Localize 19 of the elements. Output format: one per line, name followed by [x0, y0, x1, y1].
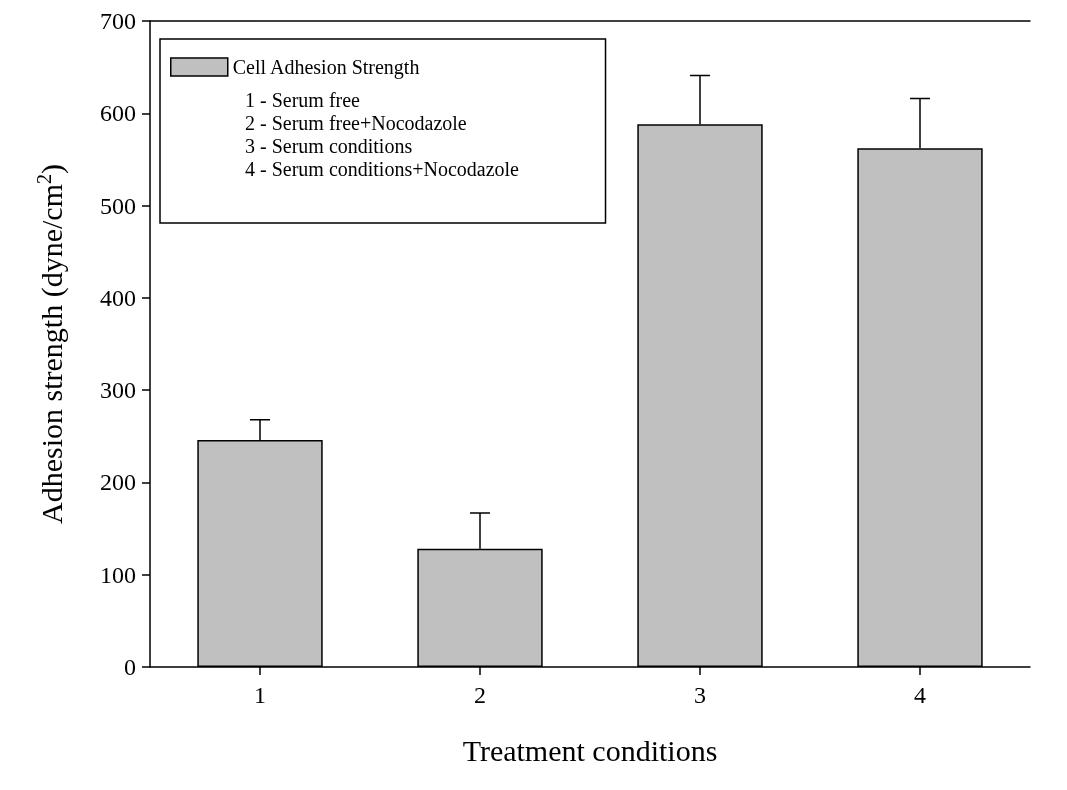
y-axis-title: Adhesion strength (dyne/cm2) [33, 164, 69, 524]
y-tick-label: 100 [100, 561, 136, 588]
annotation: 1 - Serum free [245, 89, 361, 111]
y-tick-label: 400 [100, 284, 136, 311]
x-axis-title: Treatment conditions [462, 733, 718, 767]
annotation: 3 - Serum conditions [245, 135, 413, 157]
x-tick-label: 4 [914, 682, 926, 708]
y-tick-label: 500 [100, 192, 136, 219]
x-tick-label: 1 [254, 682, 266, 708]
y-tick-label: 700 [100, 8, 136, 34]
y-tick-label: 0 [124, 654, 136, 680]
y-tick-label: 600 [100, 100, 136, 127]
y-tick-label: 300 [100, 377, 136, 404]
annotation: 2 - Serum free+Nocodazole [245, 112, 467, 134]
x-tick-label: 3 [694, 682, 706, 708]
y-tick-label: 200 [100, 469, 136, 496]
annotation: 4 - Serum conditions+Nocodazole [245, 158, 520, 180]
x-tick-label: 2 [474, 682, 486, 708]
legend-label: Cell Adhesion Strength [232, 56, 420, 79]
